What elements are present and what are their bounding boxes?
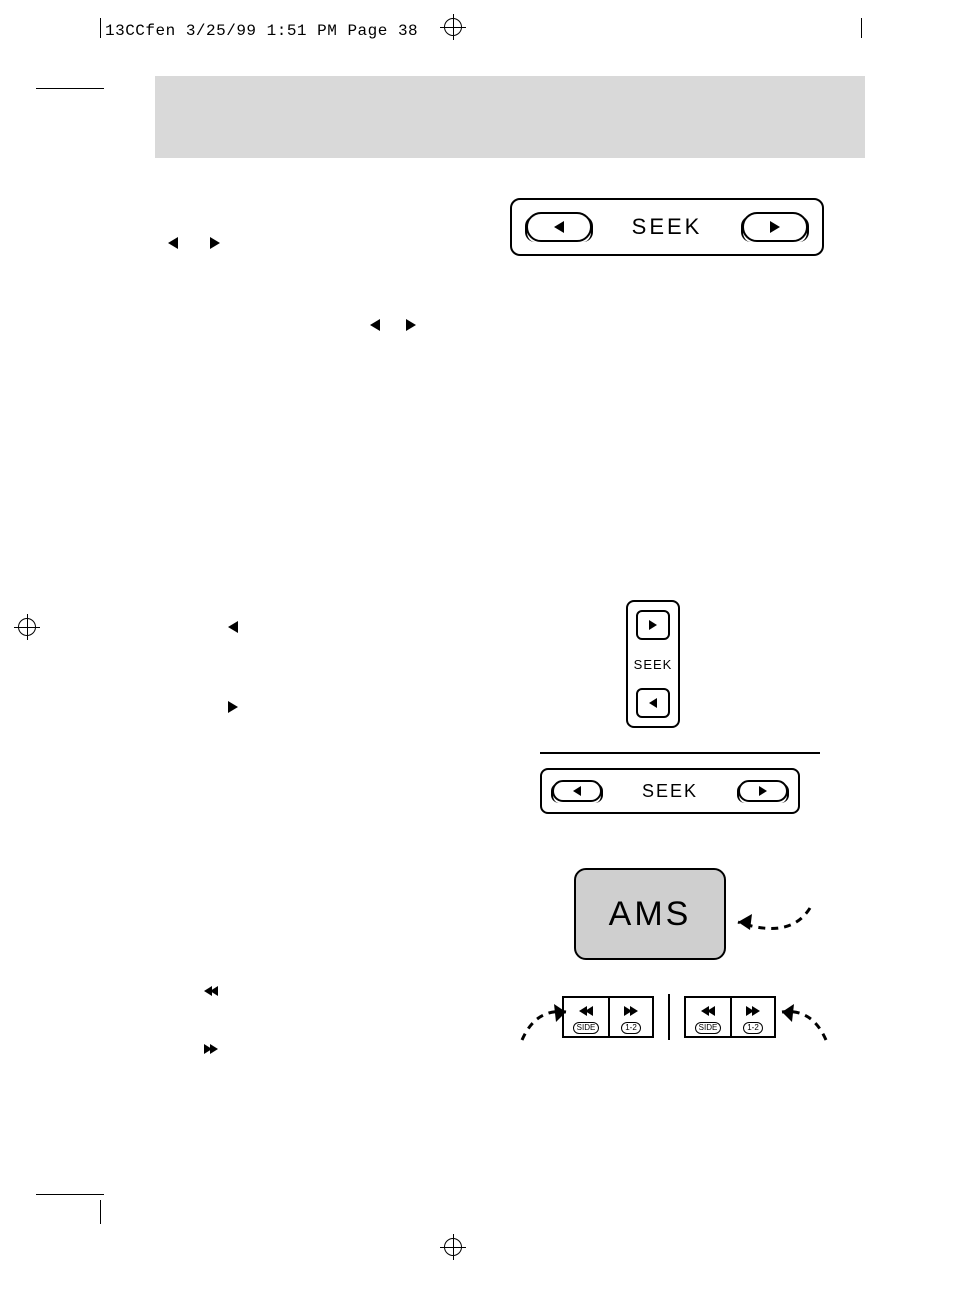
triangle-left-icon [168,234,178,250]
side-label: SIDE [695,1022,722,1034]
seek-label: SEEK [634,657,673,672]
num-label: 1-2 [743,1022,763,1034]
triangle-right-icon [228,698,238,714]
separator-line [540,752,820,754]
triangle-right-icon [649,620,657,630]
dashed-arrow-icon [730,900,820,960]
triangle-left-icon [649,698,657,708]
seek-prev-button[interactable] [552,780,602,802]
triangle-left-icon [228,618,238,634]
seek-next-button[interactable] [742,212,808,242]
triangle-right-icon [770,221,780,233]
triangle-left-icon [554,221,564,233]
triangle-right-icon [759,786,767,796]
num-label: 1-2 [621,1022,641,1034]
seek-next-button[interactable] [636,610,670,640]
tape-button-pair: SIDE 1-2 [684,996,776,1038]
seek-prev-button[interactable] [636,688,670,718]
seek-next-button[interactable] [738,780,788,802]
crop-mark [36,1194,104,1195]
side-label: SIDE [573,1022,600,1034]
registration-mark [440,1234,466,1260]
registration-mark [440,14,466,40]
print-header: 13CCfen 3/25/99 1:51 PM Page 38 [105,22,418,40]
dashed-arrow-icon [772,998,832,1048]
seek-label: SEEK [632,214,703,240]
tape-button-group: SIDE 1-2 SIDE 1-2 [562,994,776,1040]
crop-mark [861,18,862,38]
triangle-right-icon [630,1006,638,1016]
crop-mark [36,88,104,89]
triangle-right-icon [210,234,220,250]
tape-ff-button[interactable]: 1-2 [730,998,774,1036]
section-header-bar [155,76,865,158]
triangle-right-icon [752,1006,760,1016]
triangle-left-icon [370,316,380,332]
separator-line [668,994,670,1040]
registration-mark [14,614,40,640]
triangle-left-icon [585,1006,593,1016]
double-triangle-left-icon [204,982,218,998]
triangle-left-icon [707,1006,715,1016]
ams-label: AMS [609,895,692,934]
seek-prev-button[interactable] [526,212,592,242]
triangle-right-icon [406,316,416,332]
seek-panel: SEEK [510,198,824,256]
seek-panel-small: SEEK [540,768,800,814]
crop-mark [100,18,101,38]
crop-mark [100,1200,101,1224]
dashed-arrow-icon [516,998,576,1048]
seek-vertical-panel: SEEK [626,600,680,728]
tape-ff-button[interactable]: 1-2 [608,998,652,1036]
ams-button[interactable]: AMS [574,868,726,960]
triangle-left-icon [573,786,581,796]
tape-rewind-button[interactable]: SIDE [686,998,730,1036]
double-triangle-right-icon [204,1040,218,1056]
seek-label: SEEK [642,781,698,802]
